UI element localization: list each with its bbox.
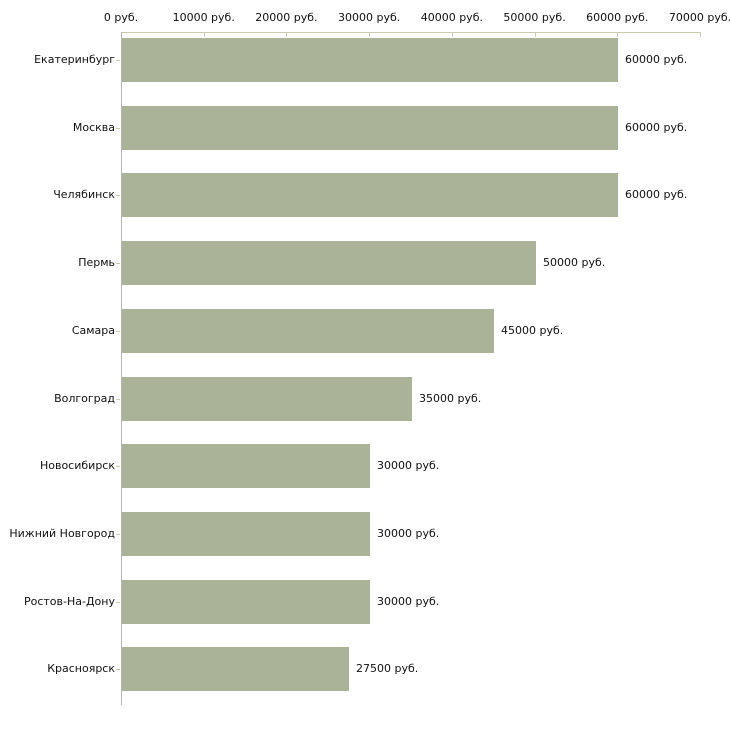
x-axis-tick-label: 70000 руб. (668, 11, 730, 24)
category-tick (116, 669, 120, 670)
bar (122, 173, 618, 217)
value-label: 45000 руб. (501, 324, 564, 337)
category-tick (116, 128, 120, 129)
category-label: Екатеринбург (34, 53, 115, 66)
bar (122, 241, 536, 285)
value-label: 35000 руб. (419, 392, 482, 405)
x-axis-tick (286, 33, 287, 37)
category-label: Самара (71, 324, 115, 337)
bar (122, 309, 494, 353)
category-label: Волгоград (54, 392, 115, 405)
category-label: Нижний Новгород (9, 527, 115, 540)
category-label: Новосибирск (39, 459, 115, 472)
category-tick (116, 602, 120, 603)
category-tick (116, 466, 120, 467)
category-label: Красноярск (47, 662, 115, 675)
value-label: 60000 руб. (625, 188, 688, 201)
x-axis-tick (452, 33, 453, 37)
bar (122, 580, 370, 624)
x-axis-tick-label: 10000 руб. (172, 11, 235, 24)
category-label: Пермь (78, 256, 115, 269)
category-label: Москва (72, 121, 115, 134)
bar (122, 444, 370, 488)
category-tick (116, 331, 120, 332)
value-label: 60000 руб. (625, 53, 688, 66)
bar (122, 377, 412, 421)
x-axis-tick (204, 33, 205, 37)
x-axis-tick-label: 50000 руб. (503, 11, 566, 24)
category-tick (116, 534, 120, 535)
y-axis-line (121, 32, 122, 705)
category-label: Ростов-На-Дону (23, 595, 115, 608)
x-axis-tick (369, 33, 370, 37)
category-tick (116, 263, 120, 264)
category-tick (116, 60, 120, 61)
x-axis-tick-label: 40000 руб. (420, 11, 483, 24)
x-axis-tick (535, 33, 536, 37)
x-axis-tick (617, 33, 618, 37)
value-label: 60000 руб. (625, 121, 688, 134)
bar (122, 647, 349, 691)
category-tick (116, 195, 120, 196)
x-axis-line (121, 32, 701, 33)
x-axis-tick-label: 20000 руб. (255, 11, 318, 24)
x-axis-tick-label: 30000 руб. (338, 11, 401, 24)
value-label: 30000 руб. (377, 527, 440, 540)
x-axis-tick-label: 60000 руб. (586, 11, 649, 24)
bar (122, 106, 618, 150)
value-label: 27500 руб. (356, 662, 419, 675)
bar (122, 512, 370, 556)
value-label: 30000 руб. (377, 459, 440, 472)
value-label: 30000 руб. (377, 595, 440, 608)
bar (122, 38, 618, 82)
category-tick (116, 399, 120, 400)
value-label: 50000 руб. (543, 256, 606, 269)
category-label: Челябинск (53, 188, 115, 201)
x-axis-tick-label: 0 руб. (103, 11, 139, 24)
x-axis-tick (700, 33, 701, 37)
